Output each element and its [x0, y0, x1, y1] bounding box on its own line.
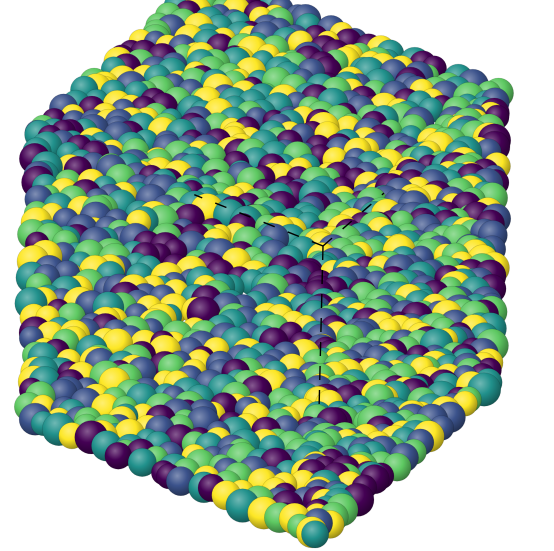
cube-front-edges	[194, 192, 385, 405]
sphere-layer	[14, 0, 514, 549]
sphere	[127, 447, 157, 477]
cube-edge-front-vertical	[318, 245, 324, 405]
sphere	[104, 441, 133, 470]
sphere	[301, 520, 330, 549]
cube-edge-top-front-left	[194, 194, 324, 247]
